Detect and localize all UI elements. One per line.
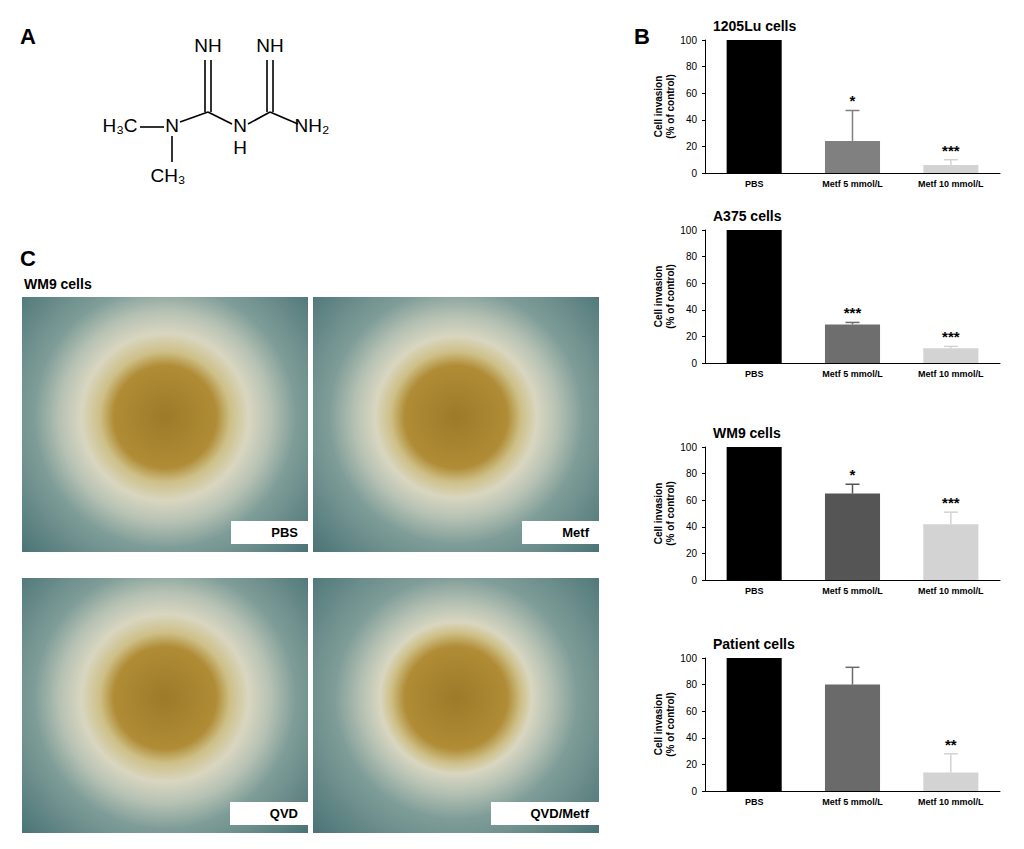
svg-text:**: ** xyxy=(945,736,957,753)
svg-text:0: 0 xyxy=(691,358,697,369)
svg-text:Cell invasion: Cell invasion xyxy=(653,483,664,545)
html-text:WM9 cells: WM9 cells xyxy=(24,276,92,292)
svg-text:Metf 10 mmol/L: Metf 10 mmol/L xyxy=(918,179,984,189)
svg-text:CH₃: CH₃ xyxy=(150,165,185,186)
svg-text:1205Lu cells: 1205Lu cells xyxy=(713,18,796,34)
html-text:B: B xyxy=(634,24,650,49)
svg-text:80: 80 xyxy=(686,61,698,72)
svg-text:Metf 10 mmol/L: Metf 10 mmol/L xyxy=(918,797,984,807)
svg-text:80: 80 xyxy=(686,251,698,262)
svg-text:Metf 5 mmol/L: Metf 5 mmol/L xyxy=(822,797,883,807)
svg-text:*: * xyxy=(850,466,856,483)
svg-text:20: 20 xyxy=(686,548,698,559)
html-text:Metf: Metf xyxy=(562,525,589,540)
svg-text:Cell invasion: Cell invasion xyxy=(653,694,664,756)
svg-text:***: *** xyxy=(942,142,960,159)
html-text:QVD: QVD xyxy=(269,806,298,821)
svg-text:N: N xyxy=(233,115,247,136)
svg-text:80: 80 xyxy=(686,468,698,479)
svg-text:NH: NH xyxy=(256,35,283,56)
svg-text:*: * xyxy=(850,92,856,109)
svg-text:60: 60 xyxy=(686,706,698,717)
svg-text:PBS: PBS xyxy=(745,797,764,807)
svg-text:40: 40 xyxy=(686,114,698,125)
svg-text:***: *** xyxy=(942,328,960,345)
svg-text:Patient cells: Patient cells xyxy=(713,636,795,652)
svg-text:N: N xyxy=(165,115,179,136)
svg-text:0: 0 xyxy=(691,575,697,586)
svg-text:PBS: PBS xyxy=(745,369,764,379)
svg-text:PBS: PBS xyxy=(745,179,764,189)
svg-text:WM9 cells: WM9 cells xyxy=(713,425,781,441)
svg-text:Cell invasion: Cell invasion xyxy=(653,76,664,138)
svg-text:Metf 5 mmol/L: Metf 5 mmol/L xyxy=(822,369,883,379)
svg-text:80: 80 xyxy=(686,679,698,690)
svg-text:100: 100 xyxy=(680,35,697,46)
svg-text:***: *** xyxy=(844,304,862,321)
svg-text:(% of control): (% of control) xyxy=(665,264,676,328)
svg-text:NH: NH xyxy=(194,35,221,56)
svg-text:NH₂: NH₂ xyxy=(295,115,330,136)
svg-text:***: *** xyxy=(942,494,960,511)
html-text:A: A xyxy=(20,24,36,49)
svg-text:100: 100 xyxy=(680,225,697,236)
svg-text:20: 20 xyxy=(686,141,698,152)
svg-text:20: 20 xyxy=(686,331,698,342)
svg-text:100: 100 xyxy=(680,442,697,453)
svg-text:(% of control): (% of control) xyxy=(665,481,676,545)
svg-text:60: 60 xyxy=(686,88,698,99)
svg-text:Cell invasion: Cell invasion xyxy=(653,266,664,328)
svg-text:100: 100 xyxy=(680,653,697,664)
svg-text:20: 20 xyxy=(686,759,698,770)
svg-text:Metf 10 mmol/L: Metf 10 mmol/L xyxy=(918,369,984,379)
html-text:C: C xyxy=(20,246,36,271)
svg-text:0: 0 xyxy=(691,786,697,797)
svg-text:40: 40 xyxy=(686,521,698,532)
svg-text:PBS: PBS xyxy=(745,586,764,596)
svg-text:H₃C: H₃C xyxy=(102,115,137,136)
svg-text:40: 40 xyxy=(686,304,698,315)
svg-text:40: 40 xyxy=(686,732,698,743)
svg-text:60: 60 xyxy=(686,278,698,289)
html-text:QVD/Metf: QVD/Metf xyxy=(530,806,589,821)
svg-text:0: 0 xyxy=(691,168,697,179)
svg-text:Metf 5 mmol/L: Metf 5 mmol/L xyxy=(822,179,883,189)
svg-text:Metf 5 mmol/L: Metf 5 mmol/L xyxy=(822,586,883,596)
svg-text:60: 60 xyxy=(686,495,698,506)
svg-text:(% of control): (% of control) xyxy=(665,74,676,138)
html-text:PBS: PBS xyxy=(271,525,298,540)
svg-text:H: H xyxy=(233,137,247,158)
svg-text:A375 cells: A375 cells xyxy=(713,208,782,224)
svg-text:Metf 10 mmol/L: Metf 10 mmol/L xyxy=(918,586,984,596)
svg-text:(% of control): (% of control) xyxy=(665,692,676,756)
